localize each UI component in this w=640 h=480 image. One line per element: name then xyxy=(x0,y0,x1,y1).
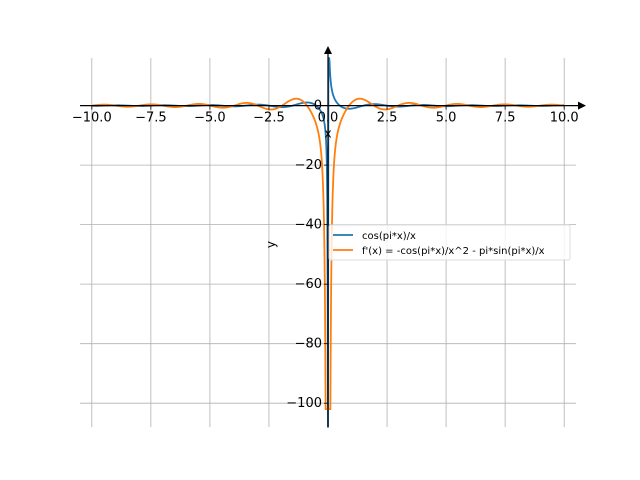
axes xyxy=(80,46,586,427)
x-axis-label: x xyxy=(324,127,331,141)
legend-label-series-0: cos(pi*x)/x xyxy=(362,231,416,242)
x-axis-arrow-icon xyxy=(578,101,586,110)
legend-box xyxy=(328,224,571,261)
y-tick-label-4: −20 xyxy=(295,158,322,173)
ticks: −10.0 −7.5 −5.0 −2.5 0.0 2.5 5.0 7.5 10.0 −100 −80… xyxy=(72,99,579,412)
y-axis-arrow-icon xyxy=(324,46,332,54)
x-tick-label-4: 0.0 xyxy=(318,111,339,126)
x-tick-label-5: 2.5 xyxy=(377,111,398,126)
y-tick-label-0: −100 xyxy=(286,396,322,411)
y-tick-label-3: −40 xyxy=(295,218,322,233)
legend-label-series-1: f'(x) = -cos(pi*x)/x^2 - pi*sin(pi*x)/x xyxy=(362,246,545,257)
x-tick-label-0: −10.0 xyxy=(72,111,112,126)
x-tick-label-8: 10.0 xyxy=(550,111,579,126)
y-tick-label-2: −60 xyxy=(295,277,322,292)
x-tick-label-3: −2.5 xyxy=(253,111,285,126)
x-tick-label-1: −7.5 xyxy=(135,111,167,126)
x-tick-label-7: 7.5 xyxy=(495,111,516,126)
y-tick-label-1: −80 xyxy=(295,337,322,352)
y-axis-label: y xyxy=(264,241,278,248)
x-tick-label-2: −5.0 xyxy=(194,111,226,126)
legend: cos(pi*x)/x f'(x) = -cos(pi*x)/x^2 - pi*… xyxy=(328,224,571,261)
y-tick-label-5: 0 xyxy=(314,99,322,114)
x-tick-label-6: 5.0 xyxy=(436,111,457,126)
